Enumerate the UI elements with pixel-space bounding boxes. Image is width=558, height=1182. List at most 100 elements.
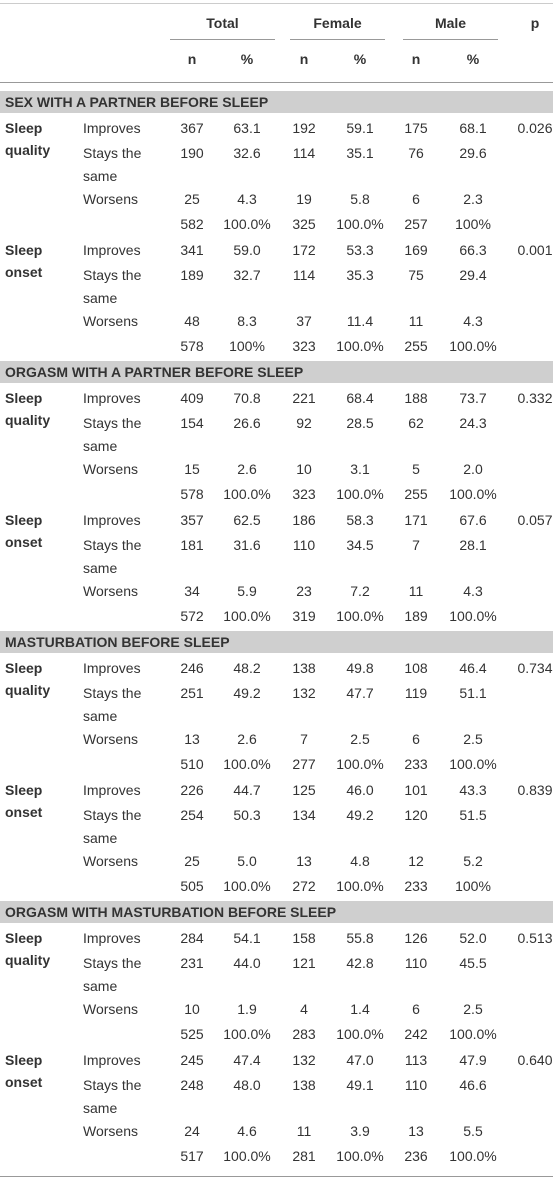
value: 44.7 bbox=[233, 781, 261, 798]
value: 190 bbox=[180, 144, 204, 161]
p-value: 0.734 bbox=[517, 659, 553, 676]
value: 10 bbox=[296, 460, 312, 477]
group-header: Male bbox=[434, 14, 467, 31]
row-label: Sleep quality bbox=[5, 389, 51, 428]
value: 45.5 bbox=[459, 954, 487, 971]
row-label: Sleep onset bbox=[5, 781, 43, 820]
total-value: 572 bbox=[180, 607, 204, 624]
value: 158 bbox=[292, 929, 316, 946]
total-value: 100% bbox=[455, 877, 491, 894]
value: 138 bbox=[292, 659, 316, 676]
value: 114 bbox=[292, 144, 316, 161]
response: Worsens bbox=[83, 312, 138, 329]
value: 42.8 bbox=[346, 954, 374, 971]
value: 51.1 bbox=[459, 684, 487, 701]
value: 55.8 bbox=[346, 929, 374, 946]
response: Worsens bbox=[83, 190, 138, 207]
value: 54.1 bbox=[233, 929, 261, 946]
response: Improves bbox=[83, 119, 141, 136]
total-value: 100.0% bbox=[223, 755, 271, 772]
value: 11 bbox=[408, 582, 424, 599]
value: 68.4 bbox=[346, 389, 374, 406]
value: 171 bbox=[404, 511, 428, 528]
row-label: Sleep onset bbox=[5, 241, 43, 280]
value: 24 bbox=[184, 1122, 200, 1139]
value: 2.0 bbox=[463, 460, 483, 477]
total-value: 100.0% bbox=[449, 755, 497, 772]
row-label: Sleep quality bbox=[5, 119, 51, 158]
value: 108 bbox=[404, 659, 428, 676]
total-value: 100.0% bbox=[223, 215, 271, 232]
section-bar bbox=[0, 901, 553, 923]
response: Worsens bbox=[83, 582, 138, 599]
value: 5.9 bbox=[237, 582, 257, 599]
value: 47.9 bbox=[459, 1051, 487, 1068]
value: 120 bbox=[404, 806, 428, 823]
section-bar bbox=[0, 631, 553, 653]
value: 175 bbox=[404, 119, 428, 136]
bottom-rule bbox=[0, 1176, 553, 1177]
value: 59.0 bbox=[233, 241, 261, 258]
value: 32.7 bbox=[233, 266, 261, 283]
value: 47.4 bbox=[233, 1051, 261, 1068]
value: 186 bbox=[292, 511, 316, 528]
value: 134 bbox=[292, 806, 316, 823]
response: Improves bbox=[83, 511, 141, 528]
row-label: Sleep quality bbox=[5, 659, 51, 698]
total-value: 100.0% bbox=[336, 755, 384, 772]
total-value: 242 bbox=[404, 1025, 428, 1042]
value: 132 bbox=[292, 684, 316, 701]
value: 110 bbox=[404, 954, 428, 971]
value: 13 bbox=[408, 1122, 424, 1139]
group-header: Female bbox=[313, 14, 362, 31]
group-rule bbox=[170, 39, 275, 40]
value: 119 bbox=[404, 684, 428, 701]
value: 409 bbox=[180, 389, 204, 406]
row-label: Sleep quality bbox=[5, 929, 51, 968]
value: 8.3 bbox=[237, 312, 257, 329]
value: 5.0 bbox=[237, 852, 257, 869]
total-value: 100.0% bbox=[336, 215, 384, 232]
total-value: 100.0% bbox=[223, 607, 271, 624]
total-value: 100.0% bbox=[336, 337, 384, 354]
value: 2.5 bbox=[463, 1000, 483, 1017]
total-value: 233 bbox=[404, 877, 428, 894]
value: 113 bbox=[404, 1051, 428, 1068]
response: Improves bbox=[83, 659, 141, 676]
total-value: 578 bbox=[180, 485, 204, 502]
value: 4.6 bbox=[237, 1122, 257, 1139]
value: 4 bbox=[300, 1000, 308, 1017]
value: 251 bbox=[180, 684, 204, 701]
total-value: 100.0% bbox=[449, 485, 497, 502]
section-title: ORGASM WITH MASTURBATION BEFORE SLEEP bbox=[5, 903, 337, 920]
value: 13 bbox=[296, 852, 312, 869]
value: 5 bbox=[412, 460, 420, 477]
value: 70.8 bbox=[233, 389, 261, 406]
total-value: 189 bbox=[404, 607, 428, 624]
value: 6 bbox=[412, 730, 420, 747]
response: Stays the same bbox=[83, 266, 142, 306]
sub-header: n bbox=[187, 50, 197, 67]
total-value: 323 bbox=[292, 337, 316, 354]
value: 52.0 bbox=[459, 929, 487, 946]
response: Worsens bbox=[83, 1000, 138, 1017]
total-value: 578 bbox=[180, 337, 204, 354]
response: Stays the same bbox=[83, 144, 142, 184]
value: 25 bbox=[184, 190, 200, 207]
value: 154 bbox=[180, 414, 204, 431]
total-value: 505 bbox=[180, 877, 204, 894]
value: 2.3 bbox=[463, 190, 483, 207]
value: 50.3 bbox=[233, 806, 261, 823]
value: 73.7 bbox=[459, 389, 487, 406]
total-value: 100.0% bbox=[449, 1025, 497, 1042]
value: 226 bbox=[180, 781, 204, 798]
total-value: 525 bbox=[180, 1025, 204, 1042]
total-value: 100.0% bbox=[223, 1025, 271, 1042]
total-value: 100.0% bbox=[449, 1147, 497, 1164]
value: 5.5 bbox=[463, 1122, 483, 1139]
response: Worsens bbox=[83, 852, 138, 869]
value: 357 bbox=[180, 511, 204, 528]
value: 125 bbox=[292, 781, 316, 798]
response: Worsens bbox=[83, 1122, 138, 1139]
